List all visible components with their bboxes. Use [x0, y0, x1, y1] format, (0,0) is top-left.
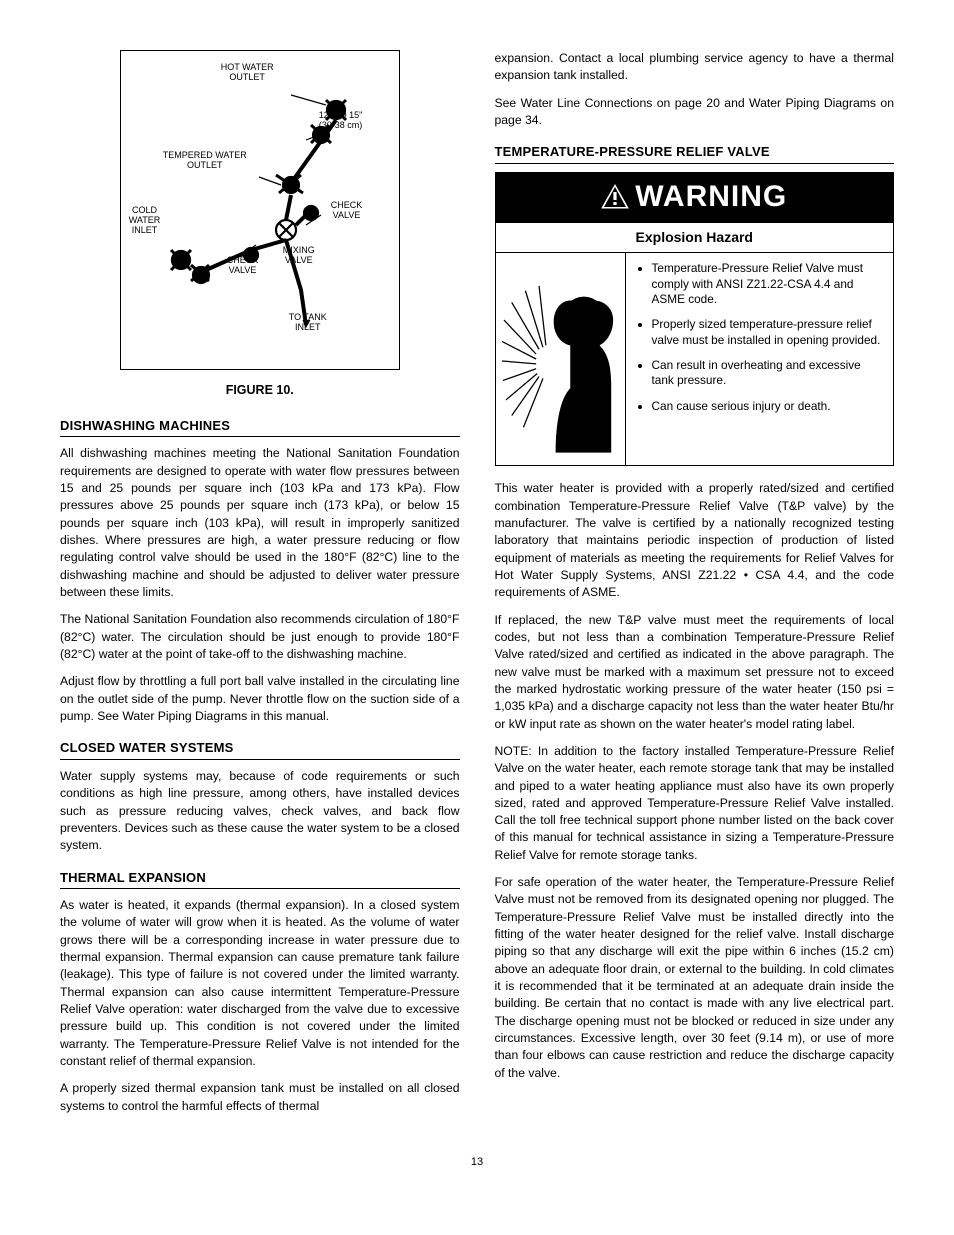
label-check-valve-2: CHECKVALVE [227, 256, 259, 276]
heading-dishwashing: DISHWASHING MACHINES [60, 417, 460, 438]
warning-title: WARNING [635, 177, 787, 218]
para-tprv-2: If replaced, the new T&P valve must meet… [495, 612, 895, 733]
label-cold-inlet: COLDWATERINLET [129, 206, 161, 236]
figure-caption: FIGURE 10. [60, 382, 460, 399]
warning-list: Temperature-Pressure Relief Valve must c… [626, 253, 894, 465]
label-tank-inlet: TO TANKINLET [289, 313, 327, 333]
label-dimension: 12" TO 15"(30-38 cm) [319, 111, 363, 131]
para-thermal-2: A properly sized thermal expansion tank … [60, 1080, 460, 1115]
figure-10-diagram: HOT WATEROUTLET 12" TO 15"(30-38 cm) TEM… [120, 50, 400, 370]
para-tprv-1: This water heater is provided with a pro… [495, 480, 895, 601]
para-thermal-1: As water is heated, it expands (thermal … [60, 897, 460, 1070]
explosion-person-icon [502, 259, 619, 459]
heading-closed: CLOSED WATER SYSTEMS [60, 739, 460, 760]
label-mixing-valve: MIXINGVALVE [283, 246, 315, 266]
page-number: 13 [60, 1155, 894, 1170]
label-check-valve-1: CHECKVALVE [331, 201, 363, 221]
warning-item: Can result in overheating and excessive … [652, 358, 884, 389]
para-right-top2: See Water Line Connections on page 20 an… [495, 95, 895, 130]
warning-item: Can cause serious injury or death. [652, 399, 884, 414]
para-closed-1: Water supply systems may, because of cod… [60, 768, 460, 855]
para-dish-1: All dishwashing machines meeting the Nat… [60, 445, 460, 601]
warning-box: WARNING Explosion Hazard [495, 172, 895, 466]
warning-item: Temperature-Pressure Relief Valve must c… [652, 261, 884, 307]
para-right-top1: expansion. Contact a local plumbing serv… [495, 50, 895, 85]
warning-header: WARNING [496, 173, 894, 224]
label-hot-water: HOT WATEROUTLET [221, 63, 274, 83]
warning-item: Properly sized temperature-pressure reli… [652, 317, 884, 348]
para-dish-3: Adjust flow by throttling a full port ba… [60, 673, 460, 725]
para-tprv-4: For safe operation of the water heater, … [495, 874, 895, 1082]
para-dish-2: The National Sanitation Foundation also … [60, 611, 460, 663]
warning-subheader: Explosion Hazard [496, 223, 894, 253]
heading-tprv: TEMPERATURE-PRESSURE RELIEF VALVE [495, 143, 895, 164]
para-tprv-3: NOTE: In addition to the factory install… [495, 743, 895, 864]
label-tempered: TEMPERED WATEROUTLET [163, 151, 247, 171]
warning-image [496, 253, 626, 465]
warning-triangle-icon [601, 184, 629, 210]
heading-thermal: THERMAL EXPANSION [60, 869, 460, 890]
